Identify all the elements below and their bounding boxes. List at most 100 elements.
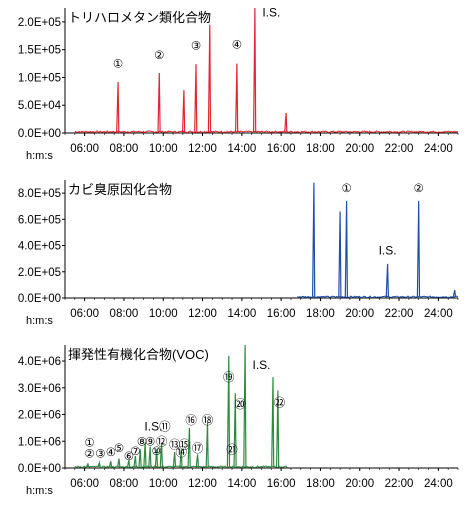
peak-annotation: ③ bbox=[191, 41, 201, 53]
peak-mark bbox=[243, 344, 247, 467]
x-tick-label: 20:00 bbox=[345, 478, 374, 490]
x-tick-label: 22:00 bbox=[385, 478, 414, 490]
x-tick-label: 12:00 bbox=[188, 308, 217, 320]
peak-mark bbox=[108, 461, 113, 467]
peak-annotation: ⑫ bbox=[156, 435, 168, 448]
x-axis-label: h:m:s bbox=[26, 315, 53, 327]
peak-mark bbox=[159, 442, 163, 467]
x-tick-label: 14:00 bbox=[227, 478, 256, 490]
chart-title: トリハロメタン類化合物 bbox=[68, 10, 211, 25]
peak-mark bbox=[312, 182, 316, 297]
x-tick-label: 22:00 bbox=[385, 308, 414, 320]
chart-panel-3: 0.0E+00 1.0E+06 2.0E+06 3.0E+06 4.0E+06 06:00… bbox=[18, 344, 459, 497]
peak-annotation: ⑱ bbox=[202, 414, 214, 427]
peak-annotation: ⑳ bbox=[234, 398, 246, 411]
x-axis-label: h:m:s bbox=[26, 485, 53, 497]
peak-annotation: ① bbox=[113, 58, 123, 70]
peak-mark bbox=[117, 458, 121, 467]
y-tick-label: 2.0E+06 bbox=[18, 410, 61, 422]
peak-mark bbox=[338, 211, 342, 297]
x-tick-label: 22:00 bbox=[385, 143, 414, 155]
peak-annotation: ② bbox=[84, 448, 94, 460]
peak-mark bbox=[157, 72, 161, 132]
baseline-trace bbox=[297, 295, 459, 299]
y-tick-label: 2.0E+05 bbox=[18, 267, 61, 279]
peak-annotation: I.S. bbox=[252, 358, 270, 372]
peak-annotation: ⑩ bbox=[152, 446, 162, 458]
peak-annotation: ⑯ bbox=[185, 414, 197, 427]
peak-mark bbox=[97, 460, 101, 467]
x-tick-label: 24:00 bbox=[424, 478, 453, 490]
peak-mark bbox=[344, 200, 348, 297]
peak-annotation: ② bbox=[154, 50, 164, 62]
x-tick-label: 24:00 bbox=[424, 308, 453, 320]
y-tick-label: 4.0E+05 bbox=[18, 241, 61, 253]
x-tick-label: 20:00 bbox=[345, 143, 374, 155]
y-tick-label: 5.0E+04 bbox=[18, 100, 62, 112]
peak-annotation: ㉒ bbox=[274, 397, 286, 410]
y-tick-label: 0.0E+00 bbox=[18, 293, 61, 305]
peak-annotation: ⑮ bbox=[179, 438, 191, 451]
y-tick-label: 8.0E+05 bbox=[18, 188, 61, 200]
x-axis-label: h:m:s bbox=[26, 150, 53, 162]
peak-mark bbox=[207, 24, 212, 132]
y-tick-label: 1.0E+06 bbox=[18, 436, 61, 448]
peak-annotation: ⑤ bbox=[114, 443, 124, 455]
peak-mark bbox=[195, 454, 199, 467]
peak-mark bbox=[271, 377, 275, 467]
peak-annotation: ⑰ bbox=[192, 442, 204, 455]
y-tick-label: 6.0E+05 bbox=[18, 214, 61, 226]
peak-mark bbox=[385, 263, 389, 297]
peak-mark bbox=[205, 422, 209, 467]
x-tick-label: 10:00 bbox=[149, 308, 178, 320]
x-tick-label: 18:00 bbox=[306, 143, 335, 155]
peak-mark bbox=[148, 446, 152, 467]
x-tick-label: 08:00 bbox=[110, 308, 139, 320]
peak-mark bbox=[143, 442, 147, 467]
x-tick-label: 10:00 bbox=[149, 143, 178, 155]
peak-mark bbox=[452, 289, 457, 297]
peak-annotation: ⑦ bbox=[130, 446, 140, 458]
x-tick-label: 24:00 bbox=[424, 143, 453, 155]
y-tick-label: 2.0E+05 bbox=[18, 17, 61, 29]
peak-mark bbox=[276, 390, 280, 467]
chart-title: カビ臭原因化合物 bbox=[68, 182, 172, 197]
x-tick-label: 10:00 bbox=[149, 478, 178, 490]
peak-mark bbox=[233, 393, 237, 467]
peak-mark bbox=[133, 455, 137, 467]
peak-annotation: ⑨ bbox=[145, 436, 155, 448]
peak-annotation: ④ bbox=[106, 447, 116, 459]
peak-annotation: ⑬ bbox=[169, 438, 181, 451]
peak-mark bbox=[416, 200, 421, 297]
peak-mark bbox=[154, 449, 159, 467]
peak-annotation: ① bbox=[84, 438, 94, 450]
peak-mark bbox=[187, 427, 191, 467]
y-tick-label: 4.0E+06 bbox=[18, 356, 61, 368]
x-tick-label: 16:00 bbox=[267, 143, 296, 155]
peak-annotation: ⑥ bbox=[124, 451, 134, 463]
y-tick-label: 0.0E+00 bbox=[18, 463, 61, 475]
x-tick-label: 14:00 bbox=[227, 308, 256, 320]
baseline-trace bbox=[74, 130, 459, 134]
x-tick-label: 16:00 bbox=[267, 308, 296, 320]
peak-annotation: ⑭ bbox=[176, 446, 188, 459]
peak-mark bbox=[284, 112, 288, 132]
x-tick-label: 12:00 bbox=[188, 478, 217, 490]
y-tick-label: 0.0E+00 bbox=[18, 128, 61, 140]
x-tick-label: 06:00 bbox=[70, 143, 99, 155]
x-tick-label: 18:00 bbox=[306, 478, 335, 490]
x-tick-label: 16:00 bbox=[267, 478, 296, 490]
peak-annotation: ① bbox=[341, 183, 351, 195]
y-tick-label: 1.0E+05 bbox=[18, 72, 61, 84]
peak-mark bbox=[253, 7, 257, 132]
peak-annotation: ③ bbox=[95, 448, 105, 460]
x-tick-label: 06:00 bbox=[70, 478, 99, 490]
x-tick-label: 20:00 bbox=[345, 308, 374, 320]
peak-mark bbox=[182, 90, 186, 132]
peak-annotation: ⑲ bbox=[223, 371, 235, 384]
peak-annotation: ⑪ bbox=[159, 421, 171, 434]
baseline-trace bbox=[74, 465, 288, 469]
chart-panel-1: 0.0E+00 5.0E+04 1.0E+05 1.5E+05 2.0E+05 06:00… bbox=[18, 5, 459, 162]
